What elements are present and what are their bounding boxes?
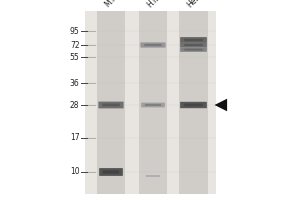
Text: 28: 28 xyxy=(70,100,80,110)
FancyBboxPatch shape xyxy=(145,104,161,106)
FancyBboxPatch shape xyxy=(184,104,203,106)
Text: 10: 10 xyxy=(70,168,80,176)
FancyBboxPatch shape xyxy=(140,42,166,48)
FancyBboxPatch shape xyxy=(146,175,160,177)
Text: Hela: Hela xyxy=(186,0,204,9)
Text: M.lung: M.lung xyxy=(103,0,128,9)
Bar xyxy=(97,11,125,194)
Text: 95: 95 xyxy=(70,26,80,36)
FancyBboxPatch shape xyxy=(184,49,203,51)
Bar xyxy=(85,11,216,194)
Bar xyxy=(0,0,85,200)
Text: 36: 36 xyxy=(70,78,80,88)
FancyBboxPatch shape xyxy=(141,103,165,107)
Bar xyxy=(139,11,167,194)
FancyBboxPatch shape xyxy=(180,47,207,52)
FancyBboxPatch shape xyxy=(180,102,207,108)
Polygon shape xyxy=(214,99,227,111)
Text: 17: 17 xyxy=(70,134,80,142)
FancyBboxPatch shape xyxy=(98,102,124,108)
FancyBboxPatch shape xyxy=(99,168,123,176)
FancyBboxPatch shape xyxy=(184,39,203,41)
Bar xyxy=(216,0,300,200)
Bar xyxy=(179,11,208,194)
FancyBboxPatch shape xyxy=(180,42,207,48)
FancyBboxPatch shape xyxy=(144,44,162,46)
Text: 72: 72 xyxy=(70,40,80,49)
Text: H.liver: H.liver xyxy=(145,0,169,9)
Text: 55: 55 xyxy=(70,52,80,62)
FancyBboxPatch shape xyxy=(103,170,119,174)
FancyBboxPatch shape xyxy=(143,174,163,178)
FancyBboxPatch shape xyxy=(102,104,120,106)
FancyBboxPatch shape xyxy=(180,37,207,43)
FancyBboxPatch shape xyxy=(184,44,203,46)
